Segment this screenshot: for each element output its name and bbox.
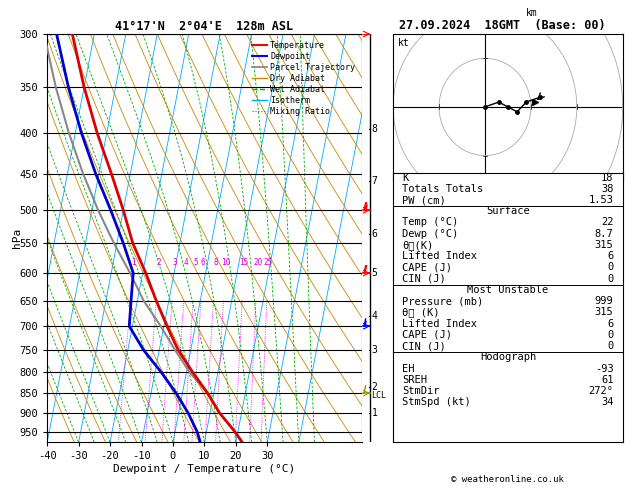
Text: 4: 4 xyxy=(184,258,189,267)
Text: Totals Totals: Totals Totals xyxy=(403,184,484,194)
Text: Mixing Ratio (g/kg): Mixing Ratio (g/kg) xyxy=(598,208,607,310)
Text: 27.09.2024  18GMT  (Base: 00): 27.09.2024 18GMT (Base: 00) xyxy=(399,18,606,32)
Text: 20: 20 xyxy=(253,258,262,267)
Text: 315: 315 xyxy=(595,240,613,250)
Text: 1.53: 1.53 xyxy=(589,195,613,205)
Text: 4: 4 xyxy=(372,311,377,321)
Text: CIN (J): CIN (J) xyxy=(403,274,446,284)
Text: km: km xyxy=(526,8,537,17)
Text: 61: 61 xyxy=(601,375,613,385)
Text: 18: 18 xyxy=(601,173,613,183)
Text: 272°: 272° xyxy=(589,386,613,396)
Text: 6: 6 xyxy=(201,258,206,267)
Text: CAPE (J): CAPE (J) xyxy=(403,262,452,273)
Text: Lifted Index: Lifted Index xyxy=(403,319,477,329)
Text: kt: kt xyxy=(398,38,409,49)
Text: Dewp (°C): Dewp (°C) xyxy=(403,229,459,239)
Text: Lifted Index: Lifted Index xyxy=(403,251,477,261)
Text: 6: 6 xyxy=(607,319,613,329)
Text: Surface: Surface xyxy=(486,206,530,216)
X-axis label: Dewpoint / Temperature (°C): Dewpoint / Temperature (°C) xyxy=(113,464,296,474)
Text: 2: 2 xyxy=(372,382,377,392)
Text: 3: 3 xyxy=(372,345,377,355)
Text: θᴄ(K): θᴄ(K) xyxy=(403,240,433,250)
Text: 1: 1 xyxy=(372,408,377,418)
Text: hPa: hPa xyxy=(12,228,22,248)
Text: 15: 15 xyxy=(240,258,248,267)
Text: 7: 7 xyxy=(372,176,377,187)
Text: LCL: LCL xyxy=(372,391,387,400)
Text: Hodograph: Hodograph xyxy=(480,352,536,363)
Text: StmSpd (kt): StmSpd (kt) xyxy=(403,397,471,407)
Text: Pressure (mb): Pressure (mb) xyxy=(403,296,484,306)
Text: 3: 3 xyxy=(172,258,177,267)
Text: 8: 8 xyxy=(372,124,377,134)
Title: 41°17'N  2°04'E  128m ASL: 41°17'N 2°04'E 128m ASL xyxy=(115,20,294,33)
Text: 8.7: 8.7 xyxy=(595,229,613,239)
Text: Most Unstable: Most Unstable xyxy=(467,285,548,295)
Text: 22: 22 xyxy=(601,218,613,227)
Text: -93: -93 xyxy=(595,364,613,374)
Text: PW (cm): PW (cm) xyxy=(403,195,446,205)
Text: 38: 38 xyxy=(601,184,613,194)
Text: 6: 6 xyxy=(372,228,377,239)
Text: CIN (J): CIN (J) xyxy=(403,341,446,351)
Text: θᴄ (K): θᴄ (K) xyxy=(403,307,440,317)
Text: 5: 5 xyxy=(372,268,377,278)
Text: Temp (°C): Temp (°C) xyxy=(403,218,459,227)
Text: 0: 0 xyxy=(607,341,613,351)
Text: 25: 25 xyxy=(264,258,273,267)
Text: SREH: SREH xyxy=(403,375,427,385)
Text: K: K xyxy=(403,173,409,183)
Text: 999: 999 xyxy=(595,296,613,306)
Text: 0: 0 xyxy=(607,274,613,284)
Text: 6: 6 xyxy=(607,251,613,261)
Text: ASL: ASL xyxy=(523,42,540,52)
Text: 315: 315 xyxy=(595,307,613,317)
Text: CAPE (J): CAPE (J) xyxy=(403,330,452,340)
Text: 34: 34 xyxy=(601,397,613,407)
Text: StmDir: StmDir xyxy=(403,386,440,396)
Legend: Temperature, Dewpoint, Parcel Trajectory, Dry Adiabat, Wet Adiabat, Isotherm, Mi: Temperature, Dewpoint, Parcel Trajectory… xyxy=(249,38,357,119)
Text: EH: EH xyxy=(403,364,415,374)
Text: © weatheronline.co.uk: © weatheronline.co.uk xyxy=(452,474,564,484)
Text: 5: 5 xyxy=(193,258,198,267)
Text: 2: 2 xyxy=(157,258,161,267)
Text: 8: 8 xyxy=(213,258,218,267)
Text: 10: 10 xyxy=(221,258,230,267)
Text: 0: 0 xyxy=(607,262,613,273)
Text: 0: 0 xyxy=(607,330,613,340)
Text: 1: 1 xyxy=(131,258,136,267)
